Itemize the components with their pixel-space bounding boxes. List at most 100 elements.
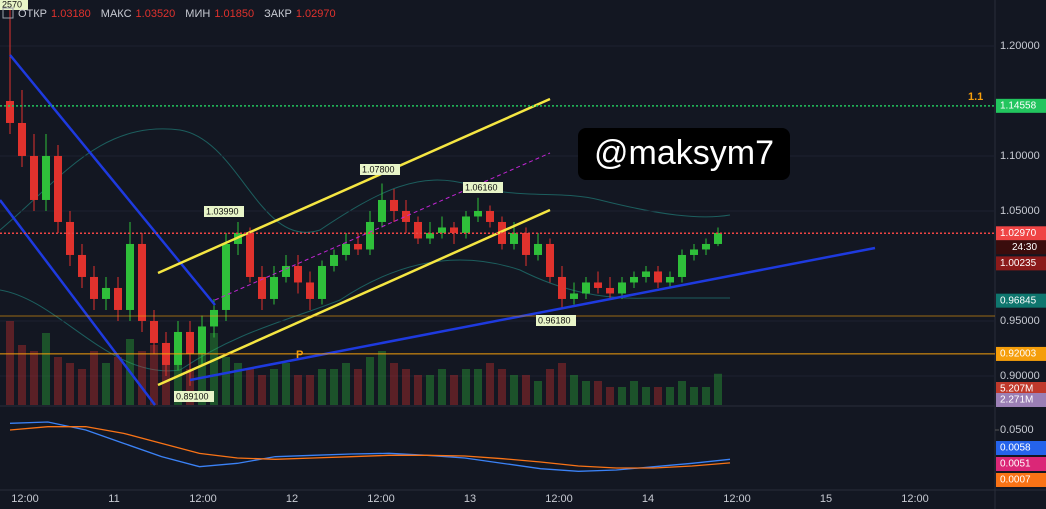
volume-bar: [114, 357, 122, 405]
osc-badge-box: [996, 457, 1046, 471]
oscillator: 0.0500 0.0058 0.0051 0.0007: [9, 421, 1046, 487]
header-label: ОТКР: [18, 8, 47, 20]
volume-bar: [474, 369, 482, 405]
candle-body: [198, 326, 206, 354]
volume-bar: [450, 375, 458, 405]
candle-body: [78, 254, 86, 277]
annotation: 1.03990: [206, 206, 239, 216]
channel-line: [157, 208, 551, 387]
candle-body: [138, 243, 146, 321]
volume-bar: [714, 373, 722, 405]
volume-bar: [498, 369, 506, 405]
watermark: @maksym7: [594, 134, 774, 172]
candle-body: [390, 199, 398, 211]
volume-bar: [462, 369, 470, 405]
trend-line: [0, 199, 156, 406]
trend-line: [9, 54, 216, 306]
candle-body: [174, 331, 182, 365]
y-tick-label: 1.20000: [1000, 40, 1040, 52]
annotation: 0.96180: [538, 315, 571, 325]
trend-line: [189, 246, 876, 382]
candle-body: [678, 254, 686, 277]
annotation: 2570: [2, 0, 22, 9]
y-tick-label: 1.10000: [1000, 150, 1040, 162]
volume-bar: [666, 387, 674, 405]
volume-badge-box: [996, 393, 1046, 407]
volume-bar: [150, 345, 158, 405]
candle-body: [258, 276, 266, 299]
volume-bar: [546, 369, 554, 405]
volume-bar: [702, 387, 710, 405]
volume-bar: [78, 369, 86, 405]
candle-body: [150, 320, 158, 343]
candle-body: [42, 155, 50, 200]
candle-body: [606, 287, 614, 294]
countdown: 24:30: [1012, 242, 1037, 253]
label-box: [174, 391, 214, 402]
x-tick-label: 12:00: [723, 493, 751, 505]
fib-label: 1.1: [968, 91, 983, 103]
volume-bar: [30, 351, 38, 405]
candle-body: [702, 243, 710, 250]
x-tick-label: 12:00: [189, 493, 217, 505]
candle-body: [618, 282, 626, 294]
volume-bar: [486, 363, 494, 405]
candle-body: [246, 232, 254, 277]
time-axis: 12:00 11 12:00 12 12:00 13 12:00 14 12:00 15 12:00: [11, 493, 929, 505]
candle-body: [510, 232, 518, 244]
volume-bar: [438, 369, 446, 405]
volume-bar: [186, 369, 194, 405]
volume-bar: [174, 363, 182, 405]
candle-body: [354, 243, 362, 250]
candle-body: [366, 221, 374, 250]
x-tick-label: 12:00: [901, 493, 929, 505]
candle-body: [378, 199, 386, 222]
price-badge: 1.14558: [1000, 100, 1037, 111]
annotation: 0.89100: [176, 391, 209, 401]
candles: [6, 1, 722, 386]
volume-bar: [522, 375, 530, 405]
candle-body: [438, 227, 446, 233]
volume-bar: [630, 381, 638, 405]
volume-bar: [90, 351, 98, 405]
candle-body: [654, 271, 662, 283]
osc-line: [9, 421, 731, 472]
volume-bar: [366, 357, 374, 405]
volume-bar: [222, 357, 230, 405]
volume-bar: [534, 381, 542, 405]
header-label: ЗАКР: [264, 8, 292, 20]
y-tick-label: 1.05000: [1000, 205, 1040, 217]
volume-bar: [390, 363, 398, 405]
osc-line: [9, 426, 731, 469]
osc-badge: 0.0007: [1000, 475, 1031, 486]
candle-body: [546, 243, 554, 277]
volume-bar: [66, 363, 74, 405]
volume-bar: [558, 363, 566, 405]
price-badge: 0.96845: [1000, 295, 1037, 306]
price-badge: 1.02970: [1000, 228, 1037, 239]
candle-body: [474, 210, 482, 217]
volume-badge-box: [996, 382, 1046, 396]
candle-body: [426, 232, 434, 239]
candle-body: [114, 287, 122, 310]
volume-bar: [690, 387, 698, 405]
volume-bar: [282, 363, 290, 405]
price-badge: 1.00235: [1000, 258, 1037, 269]
volume: [6, 321, 722, 405]
channel-mid: [214, 152, 551, 301]
volume-bar: [258, 375, 266, 405]
volume-bar: [306, 375, 314, 405]
x-tick-label: 12:00: [11, 493, 39, 505]
candle-body: [30, 155, 38, 200]
volume-bar: [6, 321, 14, 405]
x-tick-label: 14: [642, 493, 654, 505]
trend-lines: [0, 54, 995, 406]
price-badge-box: [996, 98, 1046, 113]
bollinger-upper: [0, 128, 731, 233]
header-value: 1.03520: [136, 8, 176, 20]
x-tick-label: 12:00: [367, 493, 395, 505]
price-badge-box: [996, 256, 1046, 271]
icon: [2, 7, 14, 19]
label-box: [0, 0, 28, 10]
